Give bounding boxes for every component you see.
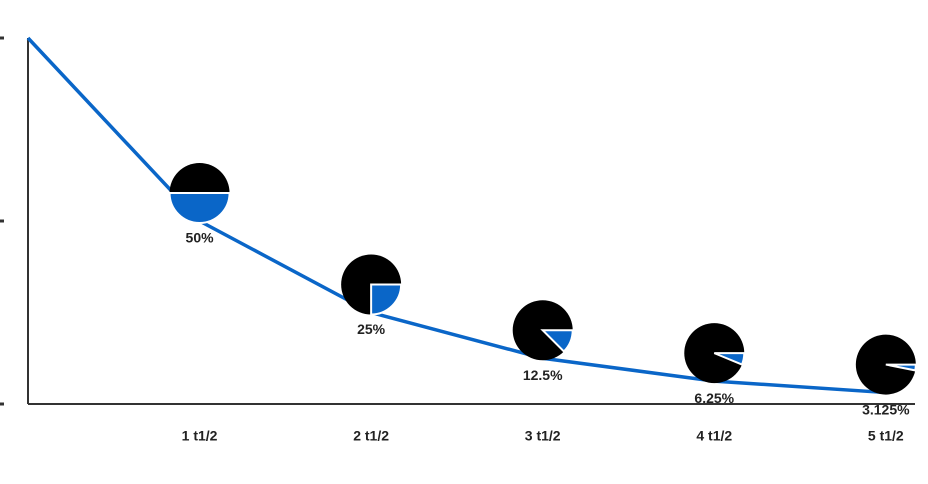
line	[26, 36, 886, 395]
pie-slice	[168, 192, 231, 224]
x-tick-label: 1 t1/2	[182, 428, 218, 444]
value-label: 6.25%	[694, 390, 734, 406]
pie-slice	[370, 283, 403, 316]
pie-slice	[540, 329, 574, 353]
value-label: 12.5%	[523, 367, 563, 383]
value-label: 25%	[357, 321, 386, 337]
value-label: 50%	[186, 230, 215, 246]
value-label: 3.125%	[862, 401, 910, 417]
pie-slice	[713, 352, 746, 366]
x-tick-label: 2 t1/2	[353, 428, 389, 444]
x-tick-label: 3 t1/2	[525, 428, 561, 444]
x-tick-label: 4 t1/2	[696, 428, 732, 444]
pie-slice	[885, 363, 917, 372]
x-tick-label: 5 t1/2	[868, 428, 904, 444]
